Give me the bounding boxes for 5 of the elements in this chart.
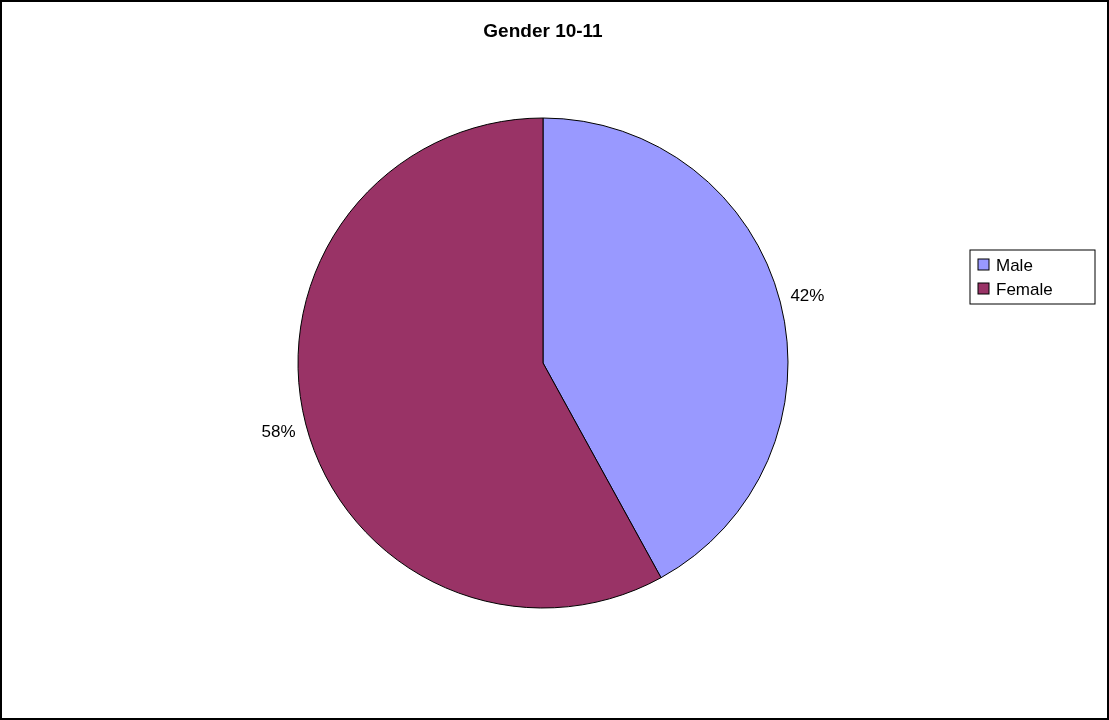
legend-label: Male [996, 255, 1033, 275]
legend-label: Female [996, 279, 1053, 299]
data-label: 58% [261, 421, 296, 441]
data-label: 42% [790, 286, 825, 306]
chart-title: Gender 10-11 [483, 20, 604, 41]
